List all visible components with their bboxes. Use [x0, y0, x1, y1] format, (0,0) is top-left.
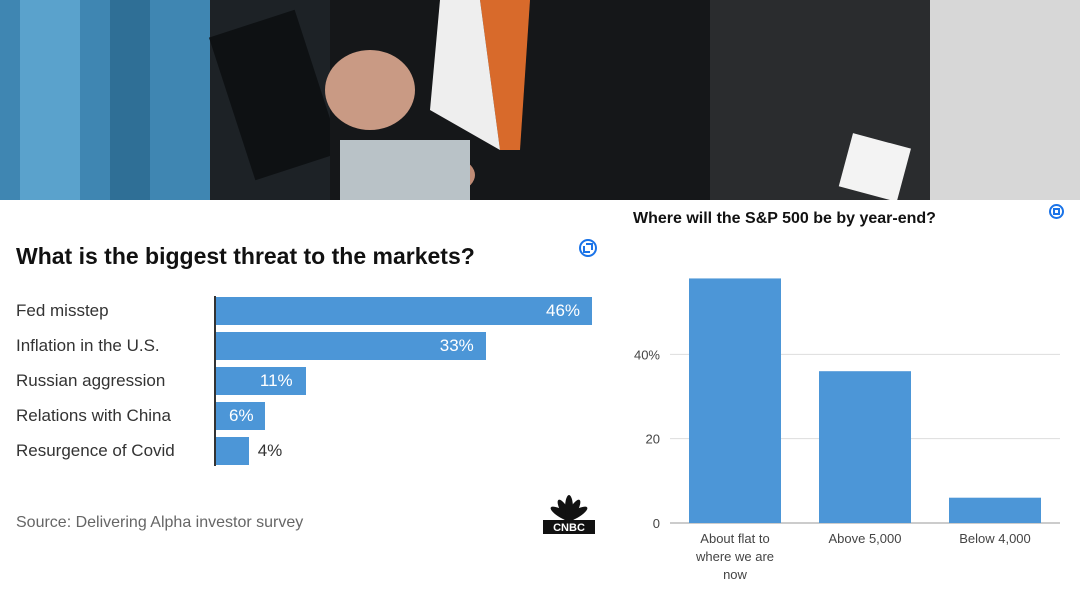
bar-value-label: 6%	[229, 406, 254, 425]
bar	[689, 278, 781, 523]
row-label: Fed misstep	[16, 301, 109, 320]
bar	[216, 437, 249, 465]
bar-value-label: 4%	[257, 441, 283, 460]
source-note: Source: Delivering Alpha investor survey	[16, 514, 304, 531]
x-tick-label: Below 4,000	[959, 531, 1031, 546]
row-label: Russian aggression	[16, 371, 166, 390]
cnbc-logo-text: CNBC	[553, 522, 585, 534]
x-tick-label: now	[723, 567, 747, 582]
y-tick-label: 20	[646, 432, 660, 447]
threat-bar-chart: Fed misstep 46% Inflation in the U.S. 33% Ru…	[0, 290, 600, 470]
x-tick-label: Above 5,000	[828, 531, 901, 546]
left-chart-title: What is the biggest threat to the market…	[16, 243, 475, 269]
bar	[216, 367, 306, 395]
cnbc-logo: CNBC	[543, 495, 595, 534]
y-tick-label: 0	[653, 516, 660, 531]
y-tick-label: 40%	[634, 347, 660, 362]
bar	[216, 297, 592, 325]
bar	[216, 402, 266, 430]
bar	[216, 332, 486, 360]
bar-value-label: 11%	[259, 371, 293, 390]
trader-photo	[0, 0, 1080, 200]
sp500-bar-chart: 0 20 40% About flat to where we are now Above …	[634, 278, 1060, 582]
row-label: Inflation in the U.S.	[16, 336, 160, 355]
bar	[819, 371, 911, 523]
expand-icon-right[interactable]	[1049, 204, 1064, 219]
x-tick-label: where we are	[695, 549, 774, 564]
row-label: Resurgence of Covid	[16, 441, 175, 460]
right-chart-title: Where will the S&P 500 be by year-end?	[633, 210, 936, 227]
expand-icon[interactable]	[579, 239, 597, 257]
bar-value-label: 46%	[546, 301, 581, 320]
row-label: Relations with China	[16, 406, 171, 425]
x-tick-label: About flat to	[700, 531, 769, 546]
bar	[949, 497, 1041, 523]
left-chart-axis	[214, 296, 216, 466]
bar-value-label: 33%	[439, 336, 474, 355]
header-photo	[0, 0, 1080, 200]
